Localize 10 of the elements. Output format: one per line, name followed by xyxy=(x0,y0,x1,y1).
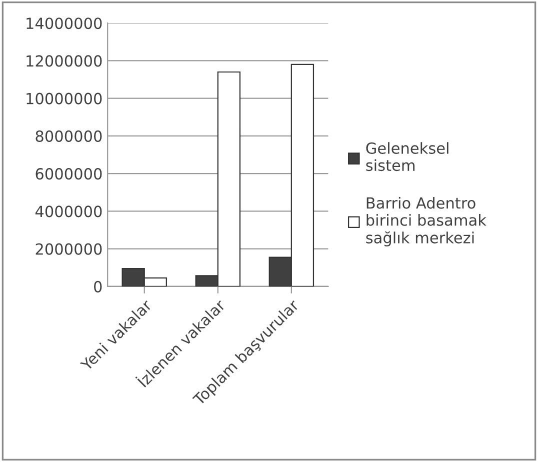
y-tick-label: 8000000 xyxy=(36,130,102,142)
y-tick-label: 10000000 xyxy=(26,92,102,104)
y-tick-label: 14000000 xyxy=(26,18,102,30)
legend-label: Barrio Adentro birinci basamak sağlık merkezi xyxy=(366,196,486,246)
legend-label: Geleneksel sistem xyxy=(366,142,448,172)
y-tick-label: 2000000 xyxy=(36,243,102,255)
y-tick-label: 0 xyxy=(94,280,102,292)
y-tick-label: 6000000 xyxy=(36,168,102,180)
y-tick-label: 4000000 xyxy=(35,206,102,218)
y-tick-label: 12000000 xyxy=(26,55,102,67)
